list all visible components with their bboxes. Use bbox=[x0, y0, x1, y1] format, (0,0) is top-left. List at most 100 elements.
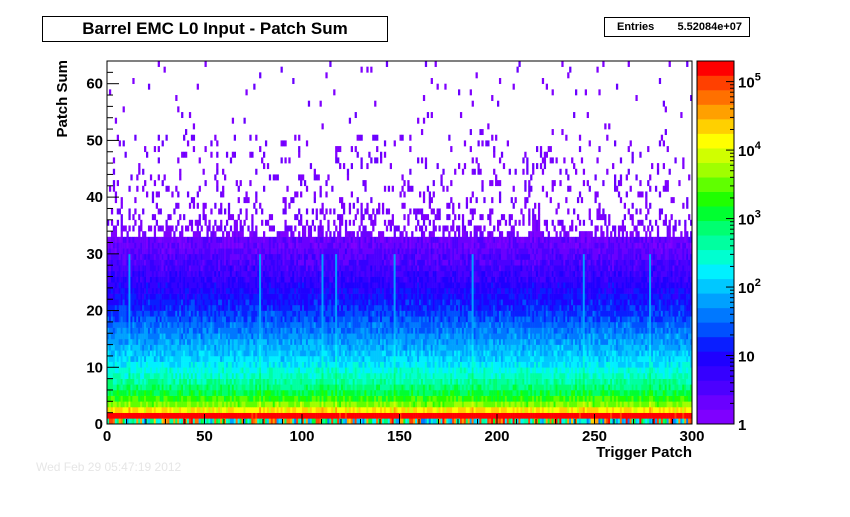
heatmap-cell bbox=[171, 412, 174, 419]
heatmap-cell bbox=[569, 355, 572, 362]
heatmap-cell bbox=[444, 350, 447, 357]
heatmap-cell bbox=[151, 389, 155, 396]
heatmap-cell bbox=[107, 355, 110, 362]
heatmap-cell bbox=[245, 389, 248, 396]
heatmap-cell bbox=[282, 401, 285, 408]
heatmap-cell bbox=[651, 401, 654, 408]
heatmap-cell bbox=[420, 406, 424, 413]
heatmap-cell bbox=[553, 384, 556, 391]
heatmap-cell bbox=[220, 418, 223, 425]
heatmap-cell bbox=[664, 384, 667, 391]
heatmap-cell bbox=[387, 395, 391, 402]
heatmap-cell bbox=[569, 384, 572, 391]
heatmap-cell bbox=[188, 378, 192, 385]
heatmap-cell bbox=[495, 361, 498, 368]
heatmap-cell bbox=[594, 350, 597, 357]
heatmap-cell bbox=[407, 344, 410, 351]
heatmap-cell bbox=[647, 361, 650, 368]
heatmap-cell bbox=[645, 389, 648, 396]
heatmap-cell bbox=[420, 344, 424, 351]
heatmap-cell bbox=[586, 355, 589, 362]
heatmap-cell bbox=[116, 361, 119, 368]
heatmap-cell bbox=[183, 361, 186, 368]
heatmap-cell bbox=[177, 378, 180, 385]
heatmap-cell bbox=[296, 367, 299, 374]
heatmap-cell bbox=[194, 384, 197, 391]
heatmap-cell bbox=[604, 378, 607, 385]
heatmap-cell bbox=[186, 384, 190, 391]
heatmap-cell bbox=[261, 333, 264, 340]
heatmap-cell bbox=[391, 412, 394, 419]
heatmap-cell bbox=[629, 372, 632, 379]
heatmap-cell bbox=[541, 418, 545, 425]
heatmap-cell bbox=[319, 333, 322, 340]
heatmap-cell bbox=[192, 384, 196, 391]
heatmap-cell bbox=[380, 327, 383, 334]
heatmap-cell bbox=[198, 378, 201, 385]
heatmap-cell bbox=[177, 361, 180, 368]
heatmap-cell bbox=[668, 338, 671, 345]
heatmap-cell bbox=[614, 412, 617, 419]
heatmap-cell bbox=[202, 338, 205, 345]
heatmap-cell bbox=[420, 412, 424, 419]
heatmap-cell bbox=[481, 401, 484, 408]
heatmap-cell bbox=[586, 384, 589, 391]
heatmap-cell bbox=[588, 389, 591, 396]
heatmap-cell bbox=[374, 378, 377, 385]
heatmap-cell bbox=[393, 418, 396, 425]
heatmap-cell bbox=[185, 361, 188, 368]
heatmap-cell bbox=[614, 344, 617, 351]
heatmap-cell bbox=[298, 372, 301, 379]
heatmap-cell bbox=[378, 418, 381, 425]
heatmap-cell bbox=[114, 401, 118, 408]
heatmap-cell bbox=[315, 418, 318, 425]
heatmap-cell bbox=[206, 355, 209, 362]
heatmap-cell bbox=[617, 389, 621, 396]
heatmap-cell bbox=[286, 350, 289, 357]
heatmap-cell bbox=[596, 350, 599, 357]
heatmap-cell bbox=[339, 418, 342, 425]
heatmap-cell bbox=[553, 395, 556, 402]
heatmap-cell bbox=[524, 344, 527, 351]
heatmap-cell bbox=[461, 412, 465, 419]
heatmap-cell bbox=[629, 367, 632, 374]
heatmap-cell bbox=[666, 401, 669, 408]
heatmap-cell bbox=[649, 418, 652, 425]
heatmap-cell bbox=[245, 406, 248, 413]
heatmap-cell bbox=[670, 367, 673, 374]
heatmap-cell bbox=[545, 384, 548, 391]
heatmap-cell bbox=[216, 350, 219, 357]
heatmap-cell bbox=[151, 412, 155, 419]
heatmap-cell bbox=[621, 361, 625, 368]
heatmap-cell bbox=[243, 350, 246, 357]
heatmap-cell bbox=[432, 327, 435, 334]
heatmap-cell bbox=[600, 355, 603, 362]
heatmap-cell bbox=[142, 355, 145, 362]
heatmap-cell bbox=[296, 333, 299, 340]
heatmap-cell bbox=[674, 389, 677, 396]
heatmap-cell bbox=[415, 344, 418, 351]
heatmap-cell bbox=[146, 378, 149, 385]
heatmap-cell bbox=[290, 401, 293, 408]
heatmap-cell bbox=[668, 344, 671, 351]
heatmap-cell bbox=[475, 372, 478, 379]
heatmap-cell bbox=[140, 372, 143, 379]
heatmap-cell bbox=[664, 378, 667, 385]
heatmap-cell bbox=[606, 378, 609, 385]
heatmap-cell bbox=[136, 389, 139, 396]
heatmap-cell bbox=[448, 389, 451, 396]
heatmap-cell bbox=[190, 338, 194, 345]
heatmap-cell bbox=[257, 327, 260, 334]
heatmap-cell bbox=[249, 338, 252, 345]
heatmap-cell bbox=[520, 412, 523, 419]
heatmap-cell bbox=[315, 338, 318, 345]
heatmap-cell bbox=[368, 338, 371, 345]
heatmap-cell bbox=[360, 333, 363, 340]
heatmap-cell bbox=[651, 333, 654, 340]
heatmap-cell bbox=[621, 384, 625, 391]
heatmap-cell bbox=[132, 401, 135, 408]
heatmap-cell bbox=[292, 378, 295, 385]
heatmap-cell bbox=[309, 355, 313, 362]
heatmap-cell bbox=[549, 389, 552, 396]
heatmap-cell bbox=[364, 367, 367, 374]
